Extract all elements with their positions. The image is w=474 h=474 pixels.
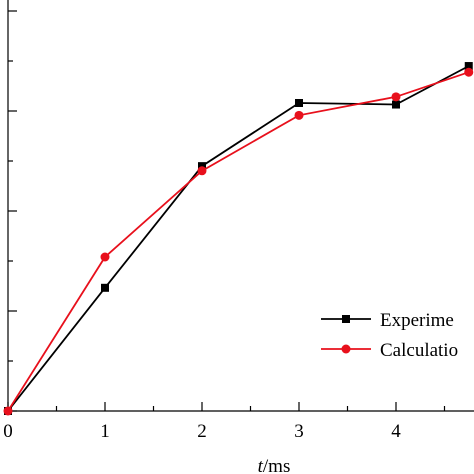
data-point — [101, 283, 109, 292]
legend-label: Calculatio — [380, 340, 458, 361]
x-tick-label: 3 — [294, 421, 304, 442]
data-point — [295, 99, 303, 107]
series-2 — [3, 67, 474, 416]
legend-item-1: Experime — [321, 310, 454, 331]
data-point — [197, 166, 207, 176]
axes: 0 1 2 3 4 — [3, 0, 474, 442]
data-point — [392, 100, 400, 109]
legend-swatch-marker — [342, 315, 350, 323]
data-point — [294, 110, 304, 120]
data-point — [3, 406, 13, 416]
legend-label: Experime — [380, 310, 454, 331]
data-point — [100, 252, 110, 262]
x-axis-title-italic: t — [258, 456, 264, 474]
data-point — [198, 162, 206, 171]
data-point — [464, 62, 473, 71]
x-tick-label: 1 — [100, 421, 110, 442]
x-tick-label: 2 — [197, 421, 207, 442]
x-tick-label: 4 — [391, 421, 401, 442]
legend: Experime Calculatio — [321, 310, 458, 361]
series-line — [7, 71, 470, 412]
series-line — [7, 65, 470, 412]
series-1 — [4, 62, 473, 415]
x-axis-title-unit: /ms — [263, 456, 290, 474]
legend-item-2: Calculatio — [321, 340, 458, 361]
data-point — [464, 67, 474, 77]
x-tick-label: 0 — [3, 421, 13, 442]
x-axis-title: t/ms — [258, 456, 291, 474]
series-layer — [3, 62, 474, 416]
legend-swatch-marker — [341, 344, 351, 354]
data-point — [391, 92, 401, 102]
